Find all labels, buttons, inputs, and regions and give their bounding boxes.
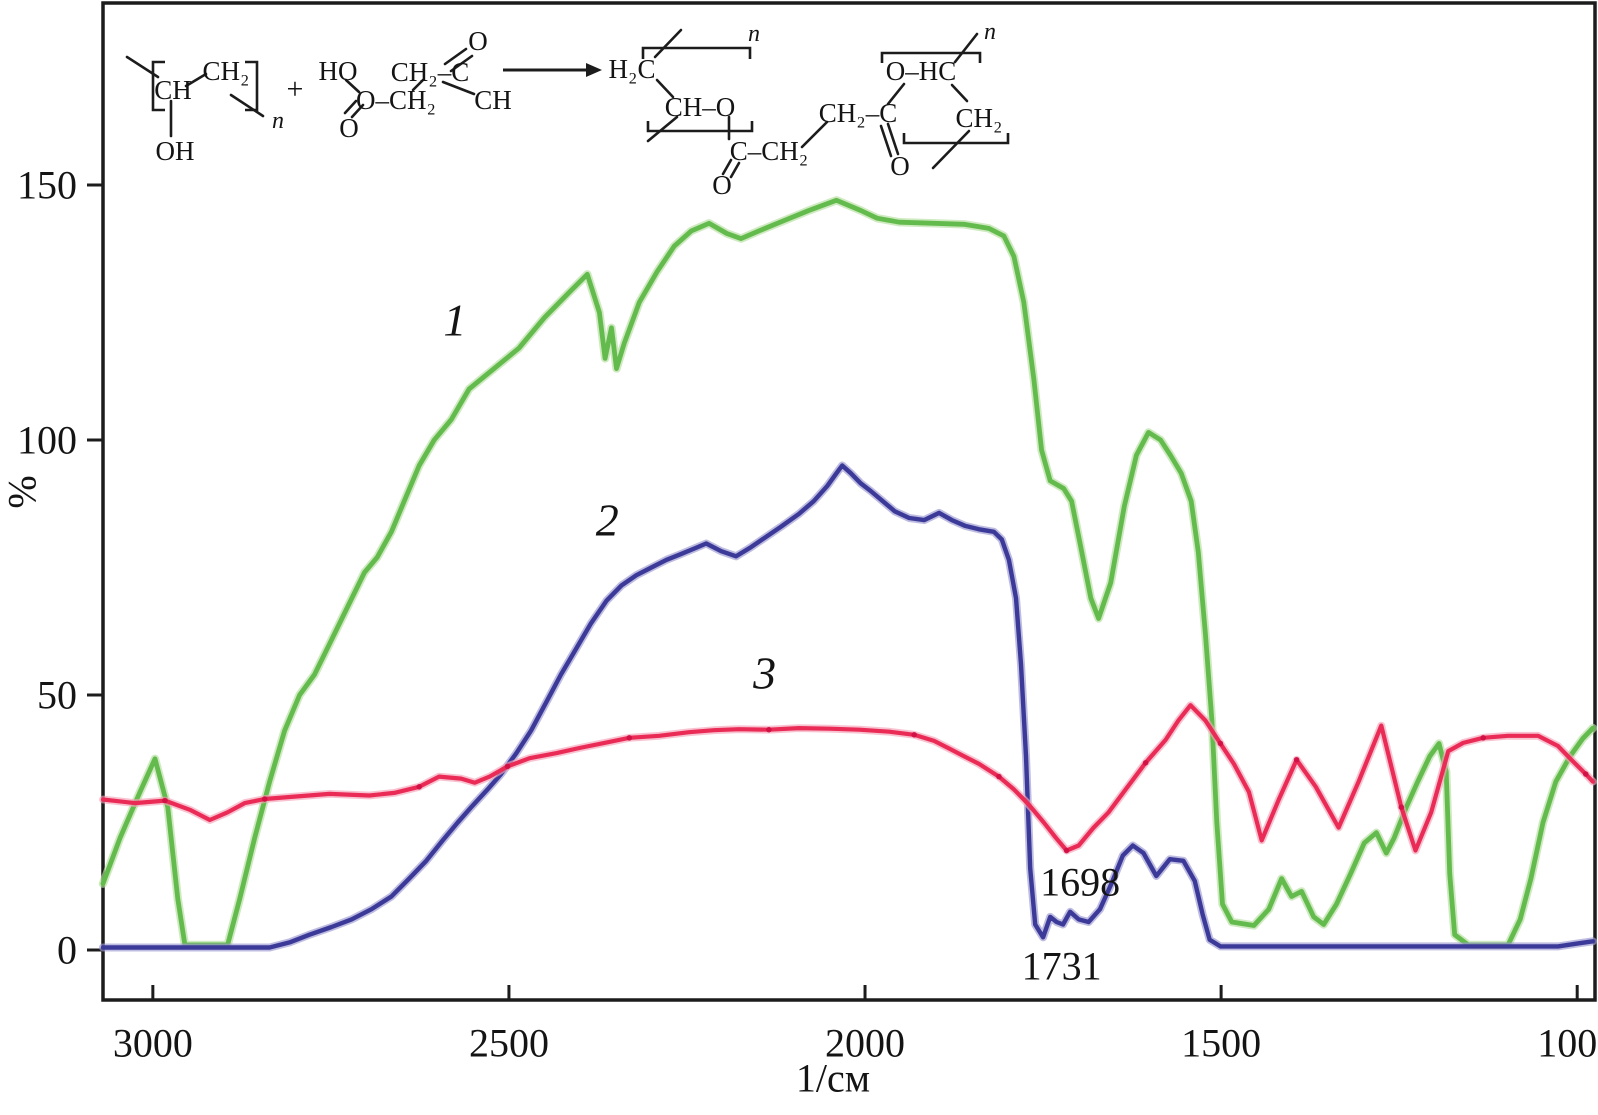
bond-line [344,78,361,94]
scheme-label: O [468,26,488,56]
series-3-marker [504,763,511,770]
series-1-halo [98,196,1598,950]
bond-line [343,99,358,115]
bond-line [655,78,675,99]
bond-line [441,80,476,96]
polymer-bracket [646,121,754,133]
y-tick-label: 50 [37,673,77,718]
scheme-label: CH₂–C [391,57,469,87]
series-2-halo [99,461,1597,952]
series-3-marker [1480,735,1486,741]
scheme-label: O [712,170,732,200]
series-3-marker [1293,756,1300,763]
series-3-marker [1217,740,1224,747]
series-3-marker [162,797,168,804]
curve-label-3: 3 [752,648,776,699]
bond-line [653,28,683,59]
x-tick-label: 1500 [1181,1021,1261,1066]
polymer-bracket [880,51,982,63]
bond-line [443,47,468,66]
scheme-label: O–HC [886,56,957,86]
scheme-label: O [339,113,359,143]
scheme-label: CH₂–C [819,98,897,128]
series-3-marker [626,735,633,741]
polymer-bracket [641,46,752,59]
x-tick-label: 2500 [469,1021,549,1066]
scheme-label: CH–O [665,92,736,122]
reaction-arrow-head [586,63,602,77]
scheme-label: + [287,73,304,106]
series-3-marker [1142,760,1149,766]
x-axis: 3000 2500 2000 1500 1000 [113,985,1598,1066]
y-tick-label: 150 [17,163,77,208]
series-1 [98,196,1598,950]
bond-line [646,115,679,143]
bond-line [449,54,474,73]
scheme-label: H₂C [609,54,656,84]
curve-label-1: 1 [443,295,466,346]
scheme-label: n [272,108,284,134]
series-3-halo [99,701,1597,855]
scheme-label: CH₂ [956,103,1003,133]
bond-line [886,82,906,106]
series-3-marker [911,731,917,738]
bond-line [229,93,265,118]
bond-line [800,120,829,149]
reaction-scheme: CHCH₂OHn+HOO–CH₂OCH₂–COCHH₂CCH–OnC–CH₂OC… [125,19,1010,200]
bond-line [886,122,900,156]
bond-line [411,78,425,92]
bond-line [950,83,969,103]
series-2-line [100,463,1596,950]
series-1-line [100,197,1596,948]
bond-line [931,129,971,170]
bond-line [721,158,733,176]
series-3-marker [1398,804,1405,810]
x-tick-label: 1000 [1537,1021,1598,1066]
series-3-marker [996,773,1002,780]
series-3-line [100,703,1596,853]
bond-line [184,72,208,88]
series-3-marker [1063,847,1070,854]
y-axis-title: % [0,475,45,508]
scheme-label: C–CH₂ [730,136,808,166]
y-tick-label: 0 [57,928,77,973]
bond-line [350,103,365,119]
bond-line [729,161,741,179]
series-2 [99,461,1597,952]
scheme-label: n [984,19,996,45]
scheme-label: n [748,21,760,47]
peak-annotation: 1698 [1040,860,1120,905]
polymer-bracket [151,60,165,112]
bond-line [879,124,893,158]
y-axis: 0 50 100 150 [17,163,103,973]
scheme-label: CH₂ [203,56,250,86]
polymer-bracket [245,60,259,112]
scheme-label: OH [156,136,195,166]
series-3-marker [1582,771,1589,777]
bond-line [953,32,979,64]
curve-label-2: 2 [596,495,619,546]
x-tick-label: 3000 [113,1021,193,1066]
scheme-label: HO [319,56,358,86]
x-axis-title: 1/см [796,1056,870,1101]
scheme-label: CH [154,75,192,105]
series-3 [99,701,1597,855]
peak-annotation: 1731 [1022,943,1102,988]
y-tick-label: 100 [17,418,77,463]
scheme-label: CH [474,85,512,115]
series-3-marker [416,784,423,790]
polymer-bracket [902,133,1010,145]
plot-frame [101,1,1597,1002]
series-3-marker [261,796,268,802]
x-tick-label: 2000 [825,1021,905,1066]
scheme-label: O–CH₂ [356,85,436,115]
series-3-marker [766,726,772,733]
scheme-label: O [890,151,910,181]
